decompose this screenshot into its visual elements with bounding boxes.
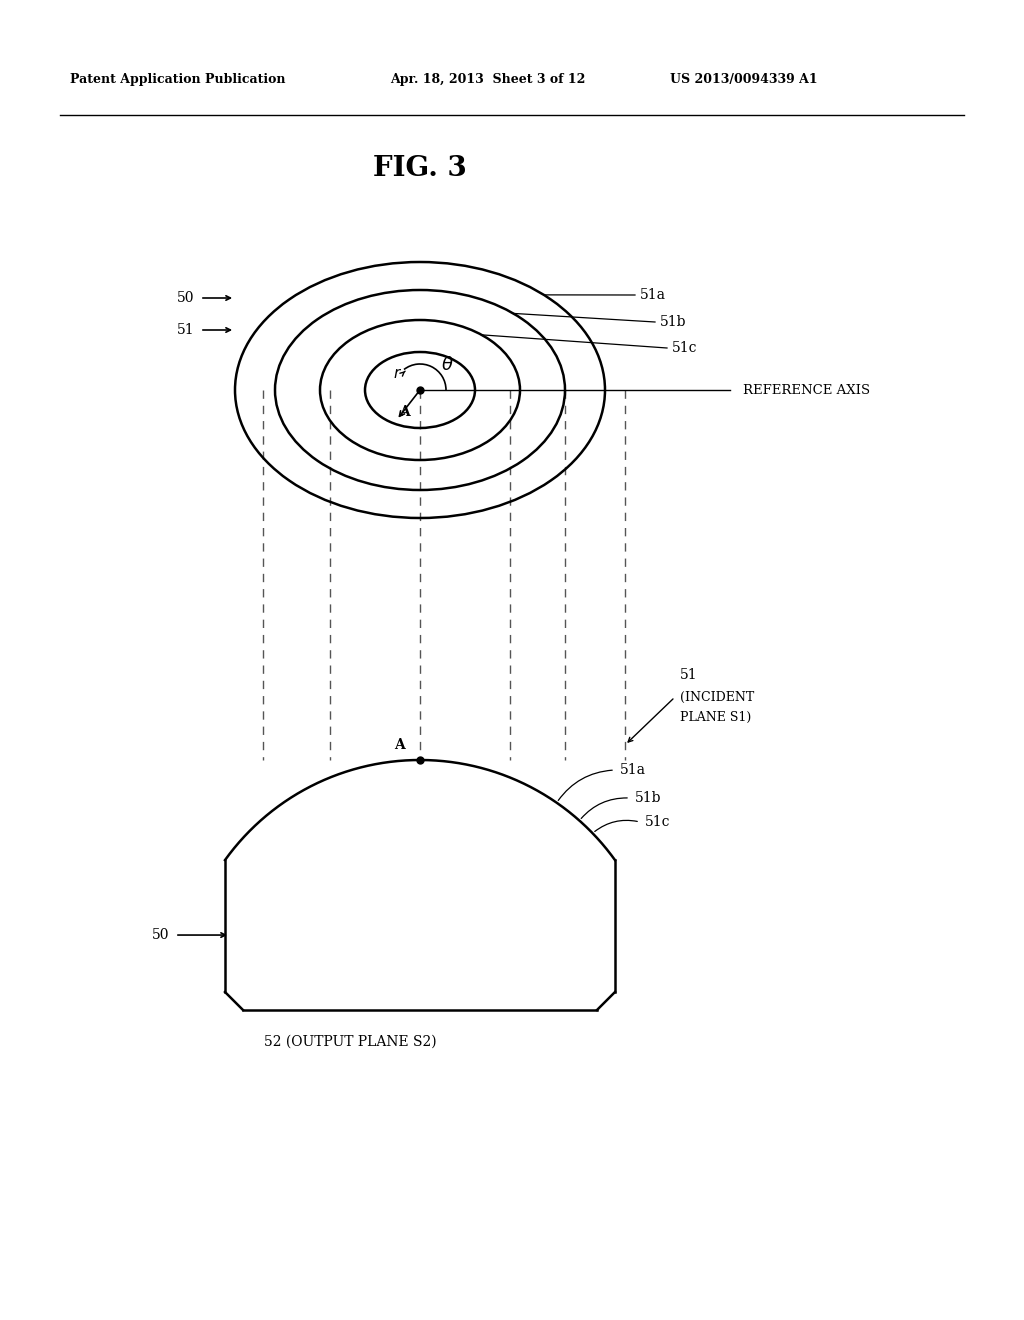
Text: Apr. 18, 2013  Sheet 3 of 12: Apr. 18, 2013 Sheet 3 of 12 [390,74,586,87]
Text: 51a: 51a [620,763,646,777]
Text: 51c: 51c [645,814,671,829]
Text: A: A [399,405,410,418]
Text: $r$: $r$ [393,366,402,380]
Text: A: A [394,738,406,752]
Text: 51c: 51c [672,341,697,355]
Text: $\theta$: $\theta$ [440,356,454,374]
Text: Patent Application Publication: Patent Application Publication [70,74,286,87]
Text: 51: 51 [680,668,697,682]
Text: 50: 50 [152,928,169,942]
Text: (INCIDENT: (INCIDENT [680,690,755,704]
Text: 50: 50 [176,290,194,305]
Text: 52 (OUTPUT PLANE S2): 52 (OUTPUT PLANE S2) [264,1035,436,1049]
Text: 51a: 51a [640,288,666,302]
Text: PLANE S1): PLANE S1) [680,710,752,723]
Text: 51b: 51b [660,315,686,329]
Text: US 2013/0094339 A1: US 2013/0094339 A1 [670,74,817,87]
Text: REFERENCE AXIS: REFERENCE AXIS [743,384,870,396]
Text: 51b: 51b [635,791,662,805]
Text: 51: 51 [176,323,194,337]
Text: FIG. 3: FIG. 3 [373,154,467,181]
